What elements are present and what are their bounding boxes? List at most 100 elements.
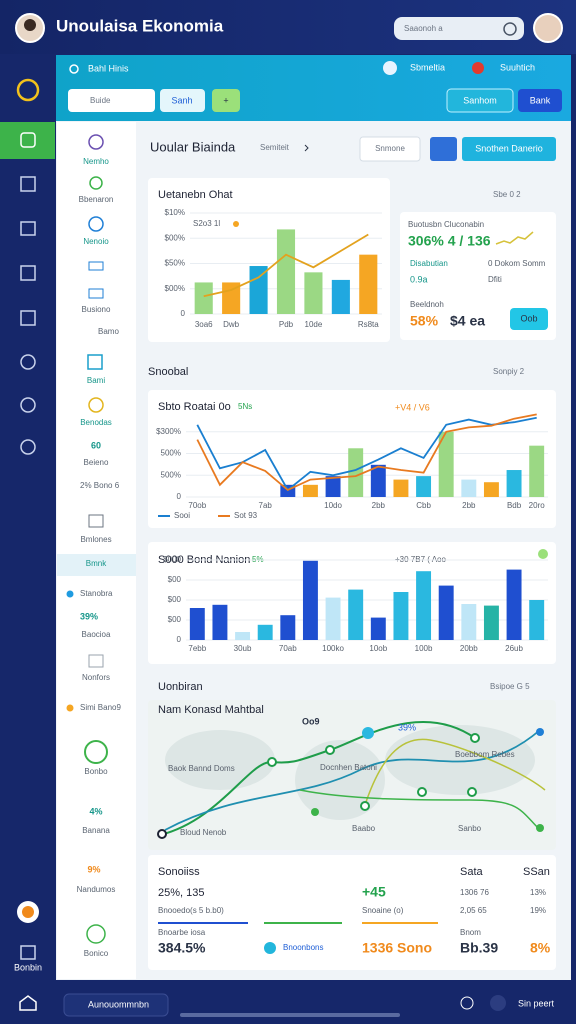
kpi-amount: $4 ea	[450, 313, 485, 329]
bottom-icon[interactable]	[460, 996, 474, 1010]
rail-icon[interactable]	[20, 132, 36, 148]
x-tick-label: 2bb	[372, 501, 386, 510]
side-label[interactable]: Beieno	[84, 458, 109, 467]
summary-heading: SSan	[523, 866, 550, 878]
side-label[interactable]: Stanobra	[80, 589, 113, 598]
kpi-footer: Beeldnoh	[410, 300, 444, 309]
section-title: Snoobal	[148, 366, 188, 378]
side-label[interactable]: Bamo	[98, 327, 119, 336]
x-tick-label: Pdb	[279, 320, 294, 329]
bar	[249, 266, 268, 314]
side-icon	[88, 216, 104, 232]
rail-icon[interactable]	[20, 221, 36, 236]
summary-button[interactable]: Bnoonbons	[283, 943, 323, 952]
x-tick-label: 30ub	[234, 644, 252, 653]
side-label[interactable]: Benodas	[80, 418, 112, 427]
bar	[325, 597, 341, 640]
button[interactable]	[359, 136, 421, 162]
side-label[interactable]: Nemho	[83, 157, 109, 166]
chart-link[interactable]: Sbe 0 2	[493, 190, 521, 199]
user-avatar[interactable]	[533, 13, 563, 43]
input[interactable]	[68, 89, 155, 112]
side-icon	[88, 397, 104, 413]
chevron	[304, 144, 309, 152]
button[interactable]	[212, 89, 240, 112]
land	[385, 725, 535, 795]
route	[364, 738, 546, 806]
node	[325, 745, 335, 755]
side-label[interactable]: Nenoio	[83, 237, 109, 246]
tab[interactable]: Sbmeltia	[410, 62, 445, 72]
side-value: 60	[91, 440, 101, 450]
line	[196, 416, 537, 492]
button-label: Snothen Danerio	[475, 143, 543, 153]
side-label[interactable]: Bmnk	[86, 559, 107, 568]
rail-icon[interactable]	[20, 354, 36, 370]
section-link[interactable]: Sonpiy 2	[493, 367, 525, 376]
side-value: 39%	[80, 611, 98, 621]
side-label[interactable]: Bonbo	[84, 767, 108, 776]
y-tick-label: 0	[181, 309, 186, 318]
side-label[interactable]: Nonfors	[82, 673, 110, 682]
button-label: Snmone	[375, 144, 405, 153]
bar	[280, 615, 296, 640]
y-tick-label: $00%	[165, 284, 185, 293]
bottom-input-text: Aunouommnbn	[88, 999, 149, 1009]
icon-button[interactable]	[430, 137, 457, 161]
summary-heading: Sonoiiss	[158, 866, 200, 878]
bar	[331, 279, 350, 314]
summary-value: 25%, 135	[158, 887, 204, 899]
filter[interactable]: Semiteit	[260, 143, 290, 152]
y-tick-label: 0	[177, 492, 182, 501]
side-label[interactable]: Baocioa	[82, 630, 111, 639]
bottom-icon[interactable]	[490, 995, 506, 1011]
bar	[194, 282, 213, 314]
summary-label: Bnoarbe iosa	[158, 928, 206, 937]
side-icon	[88, 134, 104, 150]
side-label[interactable]: Simi Bano9	[80, 703, 121, 712]
side-label[interactable]: Bonico	[84, 949, 109, 958]
x-tick-label: 10do	[324, 501, 342, 510]
y-tick-label: $000	[163, 555, 181, 564]
side-label[interactable]: Nandumos	[77, 885, 116, 894]
map-label: Baok Bannd Doms	[168, 764, 235, 773]
side-label[interactable]: 2% Bono 6	[80, 481, 120, 490]
x-tick-label: 26ub	[505, 644, 523, 653]
summary-total: 1336 Sono	[362, 940, 432, 956]
side-label[interactable]: Bbenaron	[79, 195, 114, 204]
y-tick-label: $50%	[165, 259, 185, 268]
side-label[interactable]: Busiono	[82, 305, 111, 314]
button[interactable]	[462, 137, 556, 161]
bottom-input[interactable]	[63, 993, 169, 1017]
tab[interactable]: Suuhtich	[500, 62, 535, 72]
bar	[438, 431, 454, 497]
side-label[interactable]: Banana	[82, 826, 110, 835]
bar	[416, 476, 432, 497]
section-link[interactable]: Bsipoe G 5	[490, 682, 530, 691]
bar	[235, 632, 251, 640]
button[interactable]	[160, 89, 205, 112]
side-label[interactable]: Bmlones	[80, 535, 111, 544]
rail-active[interactable]	[0, 122, 55, 159]
rail-icon[interactable]	[20, 945, 36, 960]
home-icon[interactable]	[19, 995, 37, 1011]
button[interactable]	[518, 89, 562, 112]
y-tick-label: $300%	[156, 427, 181, 436]
x-tick-label: 100b	[415, 644, 433, 653]
side-label[interactable]: Bami	[87, 376, 105, 385]
rail-icon[interactable]	[20, 265, 36, 281]
node	[362, 727, 374, 739]
kpi-button[interactable]	[510, 308, 548, 330]
button[interactable]	[446, 88, 514, 113]
rail-icon[interactable]	[20, 397, 36, 413]
rail-icon[interactable]	[20, 176, 36, 192]
search-box[interactable]	[394, 17, 524, 40]
sidebar-active	[57, 554, 136, 576]
kpi-value: 306% 4 / 136	[408, 233, 491, 249]
input-text: Buide	[90, 96, 111, 105]
side-value: 4%	[89, 806, 102, 816]
legend-label: Sooi	[174, 511, 190, 520]
rail-icon[interactable]	[20, 310, 36, 326]
rail-icon[interactable]	[20, 439, 36, 455]
x-tick-label: 20bb	[460, 644, 478, 653]
